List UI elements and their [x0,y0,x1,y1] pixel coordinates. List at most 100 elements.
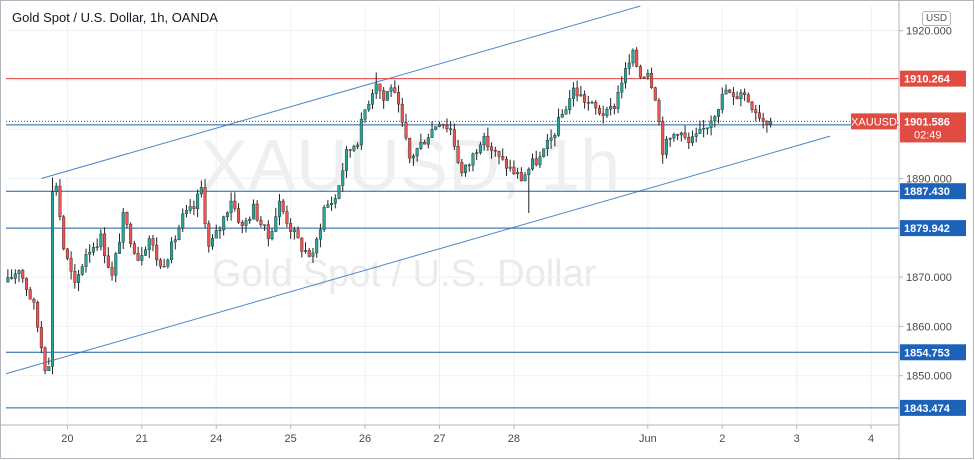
candle-body [359,119,363,146]
candle-body [121,212,125,243]
candle [173,235,177,250]
candle [277,193,281,226]
candle [341,162,345,192]
candle-body [106,255,110,268]
candle-body [144,249,148,256]
candle [266,220,270,247]
candle-body [162,266,166,268]
candle-body [181,213,185,229]
candle [657,97,661,126]
candle [493,146,497,157]
candle [240,220,244,234]
candle-body [460,162,464,174]
symbol-tag-bg [851,113,897,130]
candle-body [672,134,676,139]
time-tick-label: 4 [868,433,874,445]
candle [158,257,162,269]
candle-body [233,200,237,209]
candle [668,137,672,147]
candle [739,89,743,107]
channel-upper-line[interactable] [41,5,641,180]
candle-body [490,146,494,151]
candle [735,91,739,100]
candle-body [523,174,527,182]
candle-body [590,101,594,104]
candle-body [356,144,360,147]
time-tick-label: 27 [433,433,445,445]
candle-body [281,200,285,212]
candle [88,244,92,263]
candle-body [117,242,121,254]
candle-body [99,233,103,248]
candle [579,86,583,97]
candle [181,208,185,233]
candle-body [705,127,709,129]
candle-body [408,137,412,159]
candle [478,141,482,155]
candle-body [594,101,598,109]
candle-body [642,76,646,79]
candle [382,86,386,109]
candle [225,211,229,221]
candle-body [54,185,58,192]
candle [635,47,639,68]
candle-body [378,83,382,91]
candle [188,199,192,214]
trend-channel[interactable] [5,5,831,375]
candle [62,214,66,251]
candle [609,97,613,116]
candle [724,84,728,95]
candle [717,108,721,124]
candle [709,115,713,136]
candle [627,54,631,75]
horizontal-levels[interactable] [6,78,899,409]
chart-title: Gold Spot / U.S. Dollar, 1h, OANDA [12,10,218,25]
candle-body [207,223,211,247]
candle [549,129,553,149]
candle-body [612,106,616,109]
candle-body [110,267,114,276]
time-tick-label: 21 [136,433,148,445]
candle [218,226,222,239]
candle-body [411,155,415,159]
candle [330,196,334,211]
candle-body [326,204,330,208]
candle-body [397,92,401,105]
candle-body [140,255,144,261]
candle [6,269,10,283]
candle [65,248,69,261]
candle-body [289,223,293,232]
candle-body [646,73,650,78]
candle-body [147,238,151,250]
price-tick-label: 1850.000 [906,371,952,383]
candle-body [21,270,25,279]
candle [594,100,598,115]
candle-body [337,185,341,199]
candle-body [512,166,516,175]
currency-button[interactable]: USD [922,11,952,26]
candle [367,100,371,112]
candle [497,150,501,165]
candle [557,108,561,137]
candle [199,180,203,198]
candle-body [352,146,356,151]
candle-body [270,231,274,240]
candle-body [765,120,769,125]
candle-body [348,149,352,151]
candle-body [88,251,92,255]
candle-body [322,207,326,230]
time-tick-label: Jun [639,433,657,445]
candle [538,151,542,169]
candle-body [389,87,393,92]
candle [568,89,572,115]
candle-body [713,116,717,122]
candle-body [315,238,319,254]
channel-lower-line[interactable] [5,135,831,375]
candle [490,142,494,159]
candle [237,203,241,224]
candle-body [571,87,575,99]
candle [460,158,464,177]
candle-body [620,82,624,93]
candle [631,48,635,67]
